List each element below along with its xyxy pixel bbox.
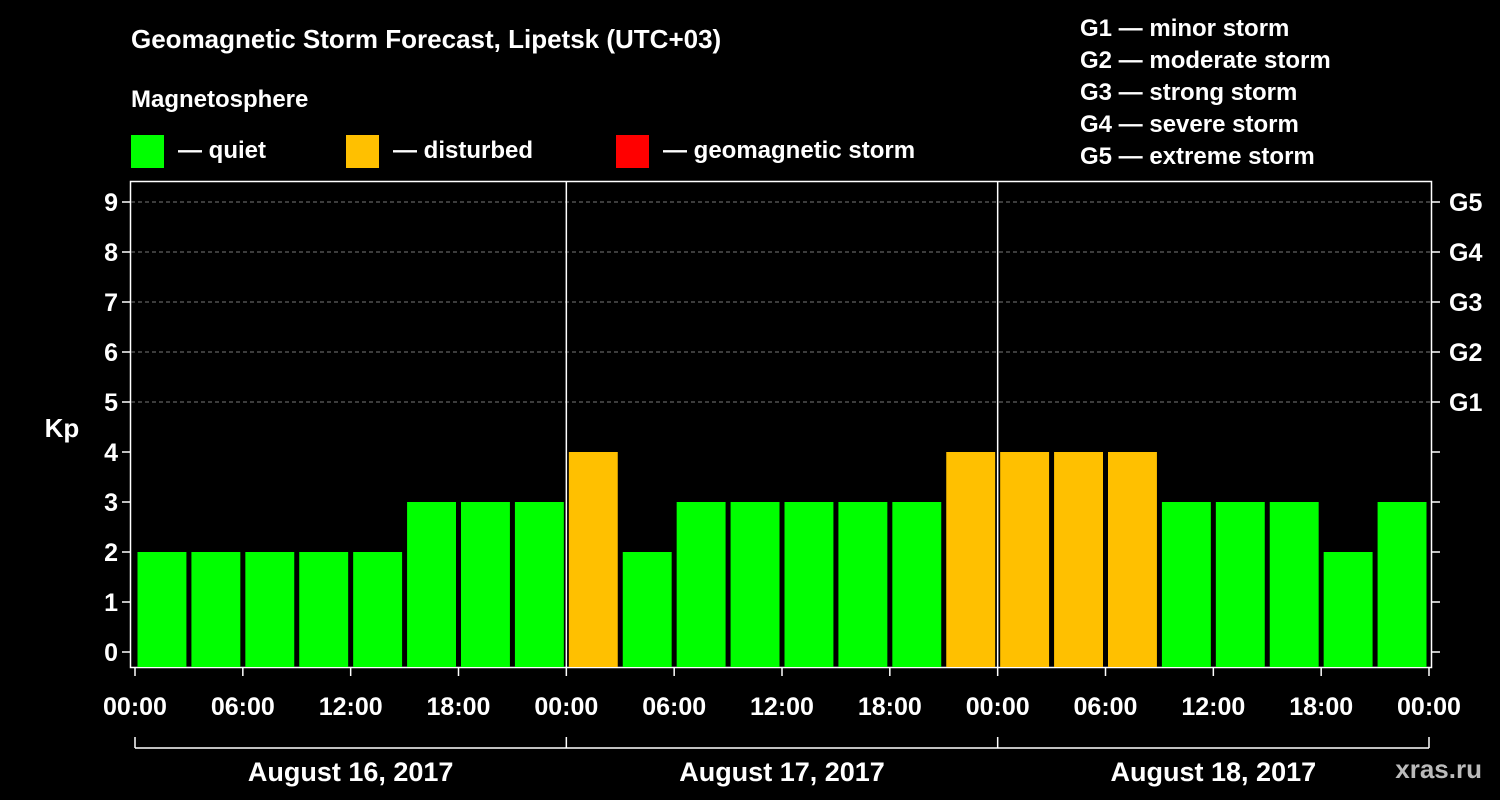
x-tick-label-0: 00:00 <box>103 693 167 721</box>
x-tick-label-6: 12:00 <box>750 693 814 721</box>
y-tick-label-1: 1 <box>104 589 118 617</box>
bars <box>137 452 1427 667</box>
x-tick-label-9: 06:00 <box>1074 693 1138 721</box>
x-tick-label-12: 00:00 <box>1397 693 1461 721</box>
kp-bar-12 <box>784 502 834 667</box>
legend-storm: — geomagnetic storm <box>616 134 915 168</box>
legend-storm-swatch <box>616 134 649 168</box>
kp-bar-13 <box>838 502 888 667</box>
day-label-2: August 18, 2017 <box>1111 757 1317 787</box>
x-tick-label-11: 18:00 <box>1289 693 1353 721</box>
kp-bar-18 <box>1108 452 1157 667</box>
x-tick-label-1: 06:00 <box>211 693 275 721</box>
x-tick-label-4: 00:00 <box>534 693 598 721</box>
kp-bar-21 <box>1269 502 1319 667</box>
kp-bar-9 <box>622 552 672 667</box>
x-tick-label-2: 12:00 <box>319 693 383 721</box>
y-tick-label-2: 2 <box>104 539 118 567</box>
kp-bar-17 <box>1054 452 1103 667</box>
kp-bar-15 <box>946 452 996 667</box>
legend-storm-label: — geomagnetic storm <box>663 137 916 164</box>
kp-bar-3 <box>299 552 349 667</box>
legend-disturbed-label: — disturbed <box>393 137 534 164</box>
kp-bar-5 <box>407 502 456 667</box>
plot-frame <box>129 180 1433 669</box>
kp-bar-14 <box>892 502 942 667</box>
day-label-1: August 17, 2017 <box>679 757 885 787</box>
day-label-0: August 16, 2017 <box>248 757 454 787</box>
y-tick-label-0: 0 <box>104 639 118 667</box>
y-tick-label-6: 6 <box>104 339 118 367</box>
right-tick-label-G2: G2 <box>1449 339 1482 367</box>
x-tick-label-5: 06:00 <box>642 693 706 721</box>
x-tick-label-7: 18:00 <box>858 693 922 721</box>
kp-bar-10 <box>676 502 726 667</box>
y-axis-label: Kp <box>45 413 80 443</box>
y-tick-label-5: 5 <box>104 389 118 417</box>
kp-bar-20 <box>1215 502 1265 667</box>
y-tick-label-3: 3 <box>104 489 118 517</box>
right-tick-label-G5: G5 <box>1449 189 1482 217</box>
legend-disturbed-swatch <box>346 134 379 168</box>
kp-bar-11 <box>730 502 780 667</box>
watermark: xras.ru <box>1395 754 1482 784</box>
kp-bar-22 <box>1323 552 1373 667</box>
storm-scale-g5: G5 — extreme storm <box>1080 143 1315 170</box>
y-tick-label-7: 7 <box>104 289 118 317</box>
x-tick-label-10: 12:00 <box>1181 693 1245 721</box>
y-tick-label-4: 4 <box>104 439 118 467</box>
storm-scale-g3: G3 — strong storm <box>1080 79 1298 106</box>
right-tick-label-G4: G4 <box>1449 239 1482 267</box>
kp-bar-6 <box>461 502 510 667</box>
right-tick-label-G1: G1 <box>1449 389 1482 417</box>
kp-bar-23 <box>1377 502 1427 667</box>
x-tick-label-8: 00:00 <box>966 693 1030 721</box>
kp-bar-7 <box>514 502 564 667</box>
storm-scale-g4: G4 — severe storm <box>1080 111 1299 138</box>
chart-title: Geomagnetic Storm Forecast, Lipetsk (UTC… <box>131 24 722 54</box>
storm-scale-g1: G1 — minor storm <box>1080 15 1290 42</box>
day-dividers <box>565 181 999 667</box>
x-tick-label-3: 18:00 <box>427 693 491 721</box>
storm-scale-g2: G2 — moderate storm <box>1080 47 1331 74</box>
legend-subtitle: Magnetosphere <box>131 86 309 113</box>
axes: 0 1 2 3 4 5 6 7 8 9 G1 G2 G3 G4 G5 00:00 06:00 12:00 18:00… <box>103 189 1482 787</box>
kp-bar-19 <box>1161 502 1211 667</box>
kp-bar-16 <box>1000 452 1050 667</box>
legend-quiet-swatch <box>131 134 164 168</box>
legend-quiet-label: — quiet <box>178 137 266 164</box>
kp-bar-0 <box>137 552 187 667</box>
right-tick-label-G3: G3 <box>1449 289 1482 317</box>
kp-bar-2 <box>245 552 295 667</box>
y-tick-label-8: 8 <box>104 239 118 267</box>
y-tick-label-9: 9 <box>104 189 118 217</box>
kp-bar-1 <box>191 552 241 667</box>
kp-bar-8 <box>568 452 618 667</box>
legend-quiet: — quiet <box>131 134 266 168</box>
legend-disturbed: — disturbed <box>346 134 533 168</box>
kp-bar-4 <box>353 552 403 667</box>
grid-lines <box>131 201 1431 403</box>
